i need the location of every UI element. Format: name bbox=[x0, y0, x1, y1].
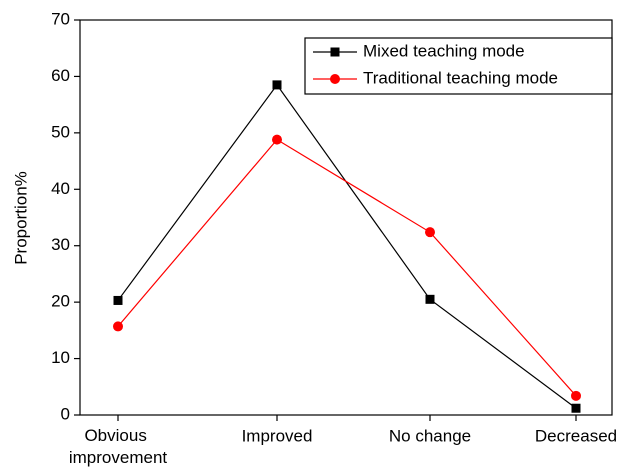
marker bbox=[571, 403, 581, 413]
y-tick-label: 50 bbox=[51, 122, 70, 141]
marker bbox=[330, 47, 340, 57]
y-tick-label: 70 bbox=[51, 9, 70, 28]
y-axis-label: Proportion% bbox=[11, 171, 30, 265]
marker bbox=[272, 134, 282, 145]
marker bbox=[425, 227, 435, 238]
y-tick-label: 20 bbox=[51, 292, 70, 311]
y-tick-label: 60 bbox=[51, 66, 70, 85]
x-tick-label: Obvious improvement bbox=[69, 426, 168, 467]
line bbox=[117, 138, 577, 397]
marker bbox=[330, 74, 340, 84]
marker bbox=[425, 294, 435, 304]
line bbox=[117, 83, 577, 409]
x-tick-label: Decreased bbox=[535, 426, 617, 445]
marker bbox=[272, 80, 282, 90]
legend-box bbox=[304, 37, 613, 95]
legend-label: Mixed teaching mode bbox=[363, 41, 525, 60]
marker bbox=[113, 321, 123, 332]
y-tick-label: 0 bbox=[61, 404, 70, 423]
x-tick-label: No change bbox=[389, 426, 471, 445]
y-tick-label: 40 bbox=[51, 179, 70, 198]
y-tick-label: 10 bbox=[51, 348, 70, 367]
plot-frame bbox=[79, 19, 613, 416]
marker bbox=[571, 390, 581, 401]
marker bbox=[113, 295, 123, 305]
x-tick-label: Improved bbox=[242, 426, 313, 445]
legend-label: Traditional teaching mode bbox=[363, 68, 558, 87]
y-tick-label: 30 bbox=[51, 235, 70, 254]
